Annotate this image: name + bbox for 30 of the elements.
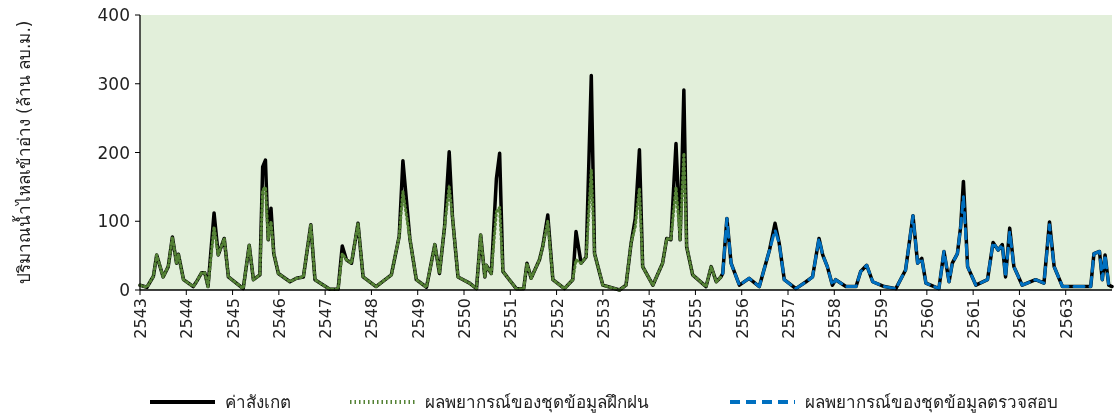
x-tick-label: 2555 [686,298,706,339]
x-tick-label: 2552 [547,298,567,339]
x-tick-label: 2557 [779,298,798,339]
legend-label: ผลพยากรณ์ของชุดข้อมูลฝึกฝน [425,392,649,413]
legend-label: ผลพยากรณ์ของชุดข้อมูลตรวจสอบ [805,392,1058,413]
x-tick-label: 2553 [593,298,613,339]
x-tick-label: 2544 [177,298,197,339]
x-tick-label: 2543 [131,298,150,339]
y-tick-label: 200 [97,142,130,163]
y-tick-label: 400 [97,5,130,25]
y-axis-title: ปริมาณน้ำไหลเข้าอ่าง (ล้าน ลบ.ม.) [12,20,34,285]
x-tick-label: 2551 [501,298,521,339]
x-tick-label: 2562 [1010,298,1030,339]
x-tick-label: 2563 [1056,298,1076,339]
x-tick-label: 2545 [223,298,243,339]
x-tick-label: 2549 [408,298,428,339]
x-tick-label: 2554 [640,298,660,339]
x-tick-label: 2556 [732,298,752,339]
x-tick-label: 2559 [871,298,891,339]
x-tick-label: 2560 [917,298,937,339]
y-tick-label: 100 [97,211,130,232]
x-tick-label: 2547 [316,298,336,339]
y-tick-label: 0 [119,280,130,300]
legend-label: ค่าสังเกต [225,392,291,412]
x-tick-label: 2561 [964,298,984,339]
x-tick-label: 2548 [362,298,382,339]
x-tick-label: 2558 [825,298,845,339]
y-tick-label: 300 [97,73,130,94]
x-tick-label: 2550 [455,298,474,339]
x-tick-label: 2546 [269,298,289,339]
